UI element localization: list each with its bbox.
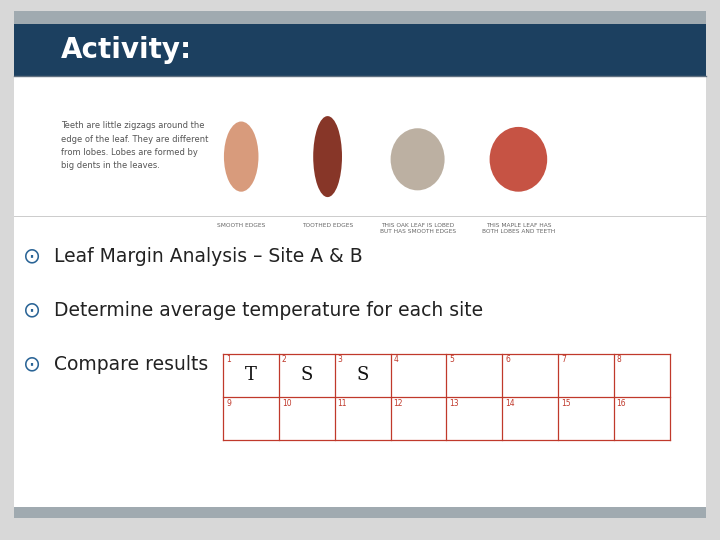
Text: Leaf Margin Analysis – Site A & B: Leaf Margin Analysis – Site A & B <box>54 247 363 266</box>
Ellipse shape <box>490 127 547 192</box>
Text: 8: 8 <box>617 355 621 364</box>
Text: 16: 16 <box>617 399 626 408</box>
Text: Determine average temperature for each site: Determine average temperature for each s… <box>54 301 483 320</box>
Text: Teeth are little zigzags around the
edge of the leaf. They are different
from lo: Teeth are little zigzags around the edge… <box>61 122 209 170</box>
Text: 15: 15 <box>561 399 570 408</box>
Text: 4: 4 <box>394 355 398 364</box>
Text: 12: 12 <box>394 399 403 408</box>
Text: THIS OAK LEAF IS LOBED
BUT HAS SMOOTH EDGES: THIS OAK LEAF IS LOBED BUT HAS SMOOTH ED… <box>379 223 456 234</box>
Text: S: S <box>356 366 369 384</box>
Text: Activity:: Activity: <box>61 36 192 64</box>
Text: T: T <box>246 366 257 384</box>
Text: 2: 2 <box>282 355 287 364</box>
Ellipse shape <box>313 116 342 197</box>
Text: SMOOTH EDGES: SMOOTH EDGES <box>217 223 266 228</box>
Text: 5: 5 <box>449 355 454 364</box>
Ellipse shape <box>390 128 444 191</box>
Text: ⊙: ⊙ <box>23 300 42 321</box>
Text: THIS MAPLE LEAF HAS
BOTH LOBES AND TEETH: THIS MAPLE LEAF HAS BOTH LOBES AND TEETH <box>482 223 555 234</box>
Bar <box>14 11 706 24</box>
Text: Compare results: Compare results <box>54 355 208 374</box>
Text: 13: 13 <box>449 399 459 408</box>
Text: S: S <box>301 366 313 384</box>
Text: 7: 7 <box>561 355 566 364</box>
Text: ⊙: ⊙ <box>23 354 42 375</box>
Text: TOOTHED EDGES: TOOTHED EDGES <box>302 223 354 228</box>
Text: 6: 6 <box>505 355 510 364</box>
Text: 3: 3 <box>338 355 343 364</box>
Text: 9: 9 <box>226 399 231 408</box>
Text: ⊙: ⊙ <box>23 246 42 267</box>
Text: 1: 1 <box>226 355 231 364</box>
Text: 10: 10 <box>282 399 292 408</box>
Bar <box>14 507 706 518</box>
Text: 14: 14 <box>505 399 515 408</box>
Ellipse shape <box>224 122 258 192</box>
Text: 11: 11 <box>338 399 347 408</box>
Bar <box>14 24 706 76</box>
